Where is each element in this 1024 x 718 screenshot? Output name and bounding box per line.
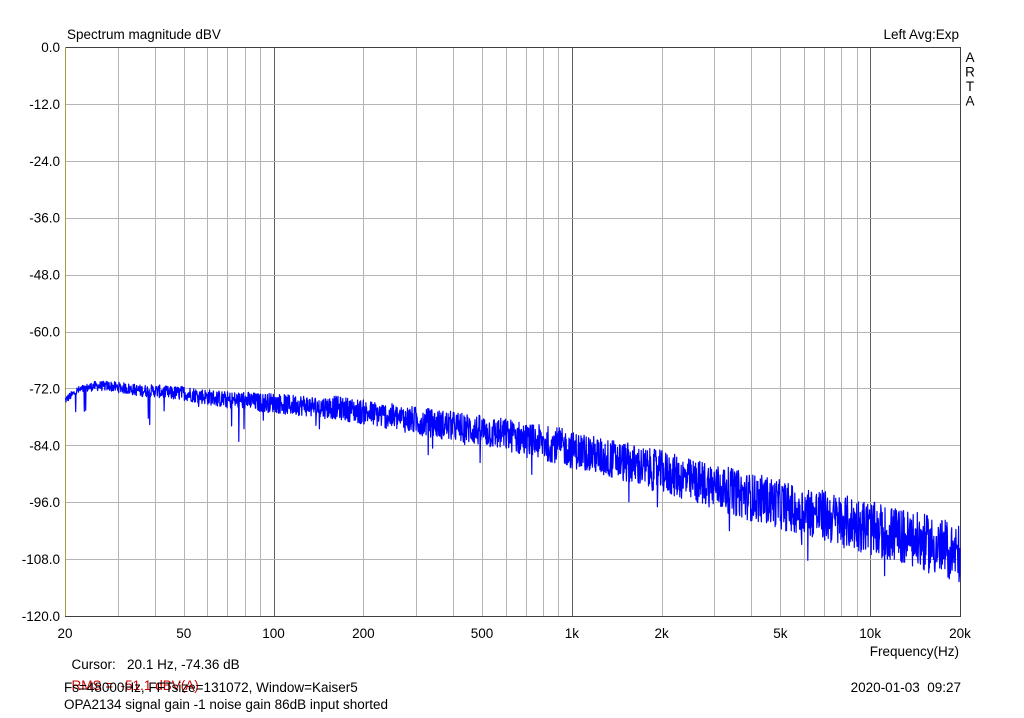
y-tick-label: -24.0 xyxy=(29,154,60,169)
rms-label: RMS = xyxy=(71,678,114,693)
y-tick-label: -60.0 xyxy=(29,325,60,340)
x-tick-label: 20 xyxy=(57,626,72,641)
cursor-value: 20.1 Hz, -74.36 dB xyxy=(127,657,240,672)
arta-letter: T xyxy=(966,79,974,94)
x-tick-label: 10k xyxy=(859,626,881,641)
rms-readout: RMS = -51.1 dBV(A) xyxy=(64,662,199,694)
arta-letter: A xyxy=(965,50,974,65)
x-tick-label: 50 xyxy=(176,626,191,641)
x-tick-label: 1k xyxy=(565,626,580,641)
x-tick-label: 2k xyxy=(655,626,670,641)
cursor-label: Cursor: xyxy=(71,657,116,672)
arta-letter: A xyxy=(965,94,974,109)
chart-title: Spectrum magnitude dBV xyxy=(67,27,221,42)
x-tick-label: 200 xyxy=(352,626,375,641)
cursor-readout: Cursor: 20.1 Hz, -74.36 dB xyxy=(64,641,240,673)
y-axis-tick-labels: 0.0 -12.0 -24.0 -36.0 -48.0 -60.0 -72.0 -84.0 -9… xyxy=(22,40,60,624)
x-tick-label: 5k xyxy=(773,626,788,641)
spectrum-series-line xyxy=(64,380,961,583)
measurement-description: OPA2134 signal gain -1 noise gain 86dB i… xyxy=(64,697,388,712)
y-tick-label: 0.0 xyxy=(41,40,60,55)
channel-label: Left Avg:Exp xyxy=(883,27,959,42)
y-tick-label: -96.0 xyxy=(29,495,60,510)
plot-area[interactable] xyxy=(64,47,961,616)
analysis-parameters: Fs=48000Hz, FFTsize=131072, Window=Kaise… xyxy=(64,680,358,695)
x-tick-label: 500 xyxy=(471,626,494,641)
y-tick-label: -108.0 xyxy=(22,552,60,567)
y-tick-label: -72.0 xyxy=(29,381,60,396)
x-axis-label: Frequency(Hz) xyxy=(870,644,959,659)
x-tick-label: 100 xyxy=(262,626,285,641)
measurement-datetime: 2020-01-03 09:27 xyxy=(850,680,961,695)
y-tick-label: -12.0 xyxy=(29,97,60,112)
y-tick-label: -48.0 xyxy=(29,268,60,283)
y-tick-label: -36.0 xyxy=(29,211,60,226)
rms-value: -51.1 dBV(A) xyxy=(120,678,199,693)
x-tick-label: 20k xyxy=(949,626,971,641)
y-tick-label: -120.0 xyxy=(22,609,60,624)
arta-letter: R xyxy=(965,65,975,80)
y-tick-label: -84.0 xyxy=(29,438,60,453)
x-axis-tick-labels: 20 50 100 200 500 1k 2k 5k 10k 20k xyxy=(57,626,971,641)
